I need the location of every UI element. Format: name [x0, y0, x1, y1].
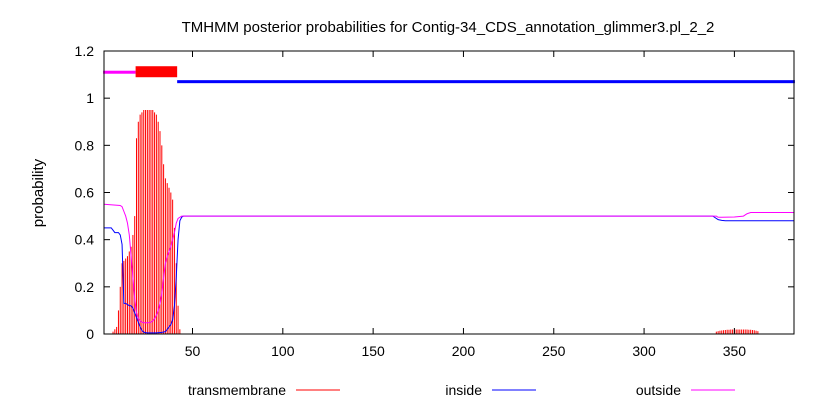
y-tick-label: 0.6: [75, 185, 95, 201]
legend-label-transmembrane: transmembrane: [188, 382, 286, 398]
plot-frame: [103, 50, 795, 335]
legend-label-inside: inside: [445, 382, 482, 398]
y-tick-label: 0.8: [75, 137, 95, 153]
x-tick-label: 350: [723, 343, 747, 359]
y-tick-label: 1: [86, 90, 94, 106]
outside-line: [103, 203, 794, 324]
y-tick-label: 1.2: [75, 43, 95, 59]
chart-title: TMHMM posterior probabilities for Contig…: [182, 19, 715, 36]
x-tick-label: 250: [542, 343, 566, 359]
inside-line: [104, 215, 794, 334]
y-axis-label: probability: [30, 158, 47, 227]
x-tick-label: 200: [452, 343, 476, 359]
plot-area: 0 0.2 0.4 0.6 0.8 1 1.2 50 100 150 200 250 300 350: [75, 43, 795, 359]
x-tick-label: 150: [361, 343, 385, 359]
x-tick-label: 100: [271, 343, 295, 359]
legend: transmembrane inside outside: [188, 382, 735, 398]
y-tick-label: 0.4: [75, 232, 95, 248]
topology-transmembrane-segment: [135, 66, 178, 78]
y-tick-label: 0: [86, 326, 94, 342]
x-tick-label: 300: [632, 343, 656, 359]
y-tick-label: 0.2: [75, 279, 95, 295]
topology-outside-segment: [103, 70, 136, 74]
x-tick-label: 50: [185, 343, 201, 359]
topology-inside-segment: [177, 80, 795, 84]
legend-label-outside: outside: [636, 382, 681, 398]
